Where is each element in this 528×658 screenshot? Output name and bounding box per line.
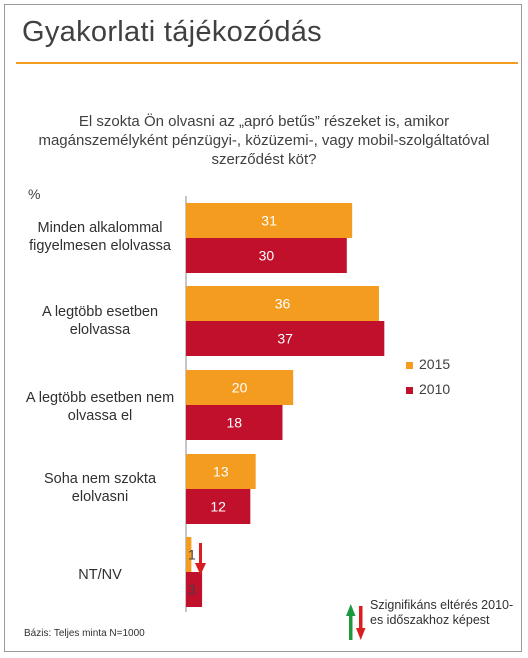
unit-label: % [28,186,41,202]
legend-swatch-2015 [406,361,413,369]
bar-2015-4 [186,537,192,572]
category-label-1: A legtöbb esetben elolvassa [41,304,159,338]
legend-item-2010: 2010 [406,381,450,397]
survey-question: El szokta Ön olvasni az „apró betűs” rés… [38,113,490,168]
bar-label-2015-1: 36 [275,296,291,312]
significance-note: Szignifikáns eltérés 2010-es időszakhoz … [370,598,514,627]
bar-2010-2 [186,405,283,440]
legend-swatch-2010 [406,386,413,394]
bar-label-2015-0: 31 [261,213,277,229]
legend-label-2015: 2015 [419,356,451,372]
bar-label-2015-4: 1 [188,547,196,563]
significant-decrease-arrow-icon-4 [195,543,206,575]
title-underline [16,62,518,64]
bar-2015-0 [186,203,353,238]
bar-label-2010-0: 30 [259,248,275,264]
category-label-4: NT/NV [78,567,122,583]
legend-item-2015: 2015 [406,356,450,372]
bar-label-2015-3: 13 [213,464,229,480]
bar-label-2010-1: 37 [277,331,293,347]
category-label-0: Minden alkalommal figyelmesen elolvassa [29,220,171,254]
bar-2010-3 [186,489,251,524]
bar-label-2010-2: 18 [226,415,242,431]
legend-label-2010: 2010 [419,381,451,397]
significance-arrows-icon [346,604,366,640]
bar-2015-2 [186,370,294,405]
bar-2015-3 [186,454,256,489]
bar-2010-0 [186,238,347,273]
bar-label-2010-3: 12 [210,499,226,515]
page-title: Gyakorlati tájékozódás [22,16,322,48]
bar-label-2010-4: 3 [188,582,196,598]
bar-label-2015-2: 20 [232,380,248,396]
bar-2010-4 [186,572,203,607]
category-label-2: A legtöbb esetben nem olvassa el [25,390,175,424]
bar-2015-1 [186,286,379,321]
bar-2010-1 [186,321,385,356]
category-label-3: Soha nem szokta elolvasni [43,471,157,505]
base-note: Bázis: Teljes minta N=1000 [24,628,145,639]
